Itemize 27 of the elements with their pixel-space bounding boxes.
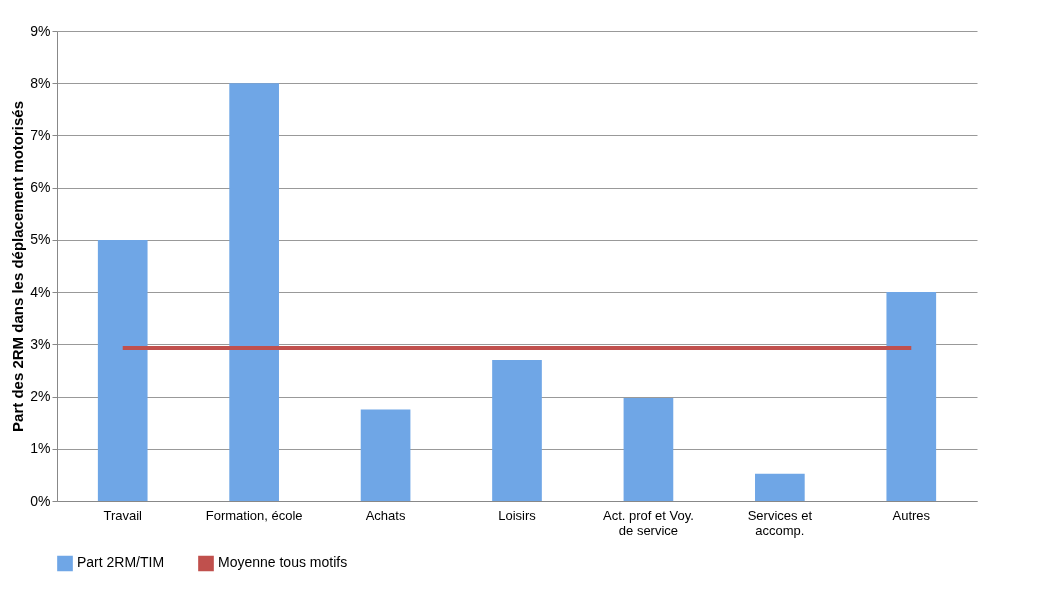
- x-tick-label: Autres: [892, 507, 931, 523]
- y-axis-title: Part des 2RM dans les déplacement motorisés: [9, 101, 27, 432]
- y-tick-label: 5%: [30, 231, 51, 248]
- y-tick-label: 8%: [30, 74, 51, 91]
- legend-label: Moyenne tous motifs: [218, 554, 348, 571]
- bar: [886, 292, 937, 501]
- legend-label: Part 2RM/TIM: [77, 554, 165, 571]
- y-tick-label: 7%: [30, 126, 51, 143]
- x-tick-label: Services et accomp.: [747, 507, 813, 538]
- y-tick-label: 0%: [30, 492, 51, 509]
- x-tick-label: Achats: [365, 507, 406, 523]
- y-tick-label: 6%: [30, 179, 51, 196]
- x-tick-label: Loisirs: [498, 507, 537, 523]
- x-tick-label: Act. prof et Voy. de service: [603, 507, 694, 538]
- bar: [755, 473, 805, 501]
- y-tick-label: 4%: [30, 283, 51, 300]
- x-tick-label: Formation, école: [205, 507, 303, 523]
- bar: [97, 239, 148, 501]
- bar: [360, 409, 411, 501]
- y-tick-label: 9%: [30, 22, 51, 39]
- y-tick-label: 2%: [30, 388, 51, 405]
- x-tick-label: Travail: [103, 507, 143, 523]
- bar: [229, 83, 279, 501]
- y-tick-label: 3%: [30, 335, 51, 352]
- bar: [623, 398, 674, 501]
- y-tick-label: 1%: [30, 440, 51, 457]
- bar: [492, 360, 542, 501]
